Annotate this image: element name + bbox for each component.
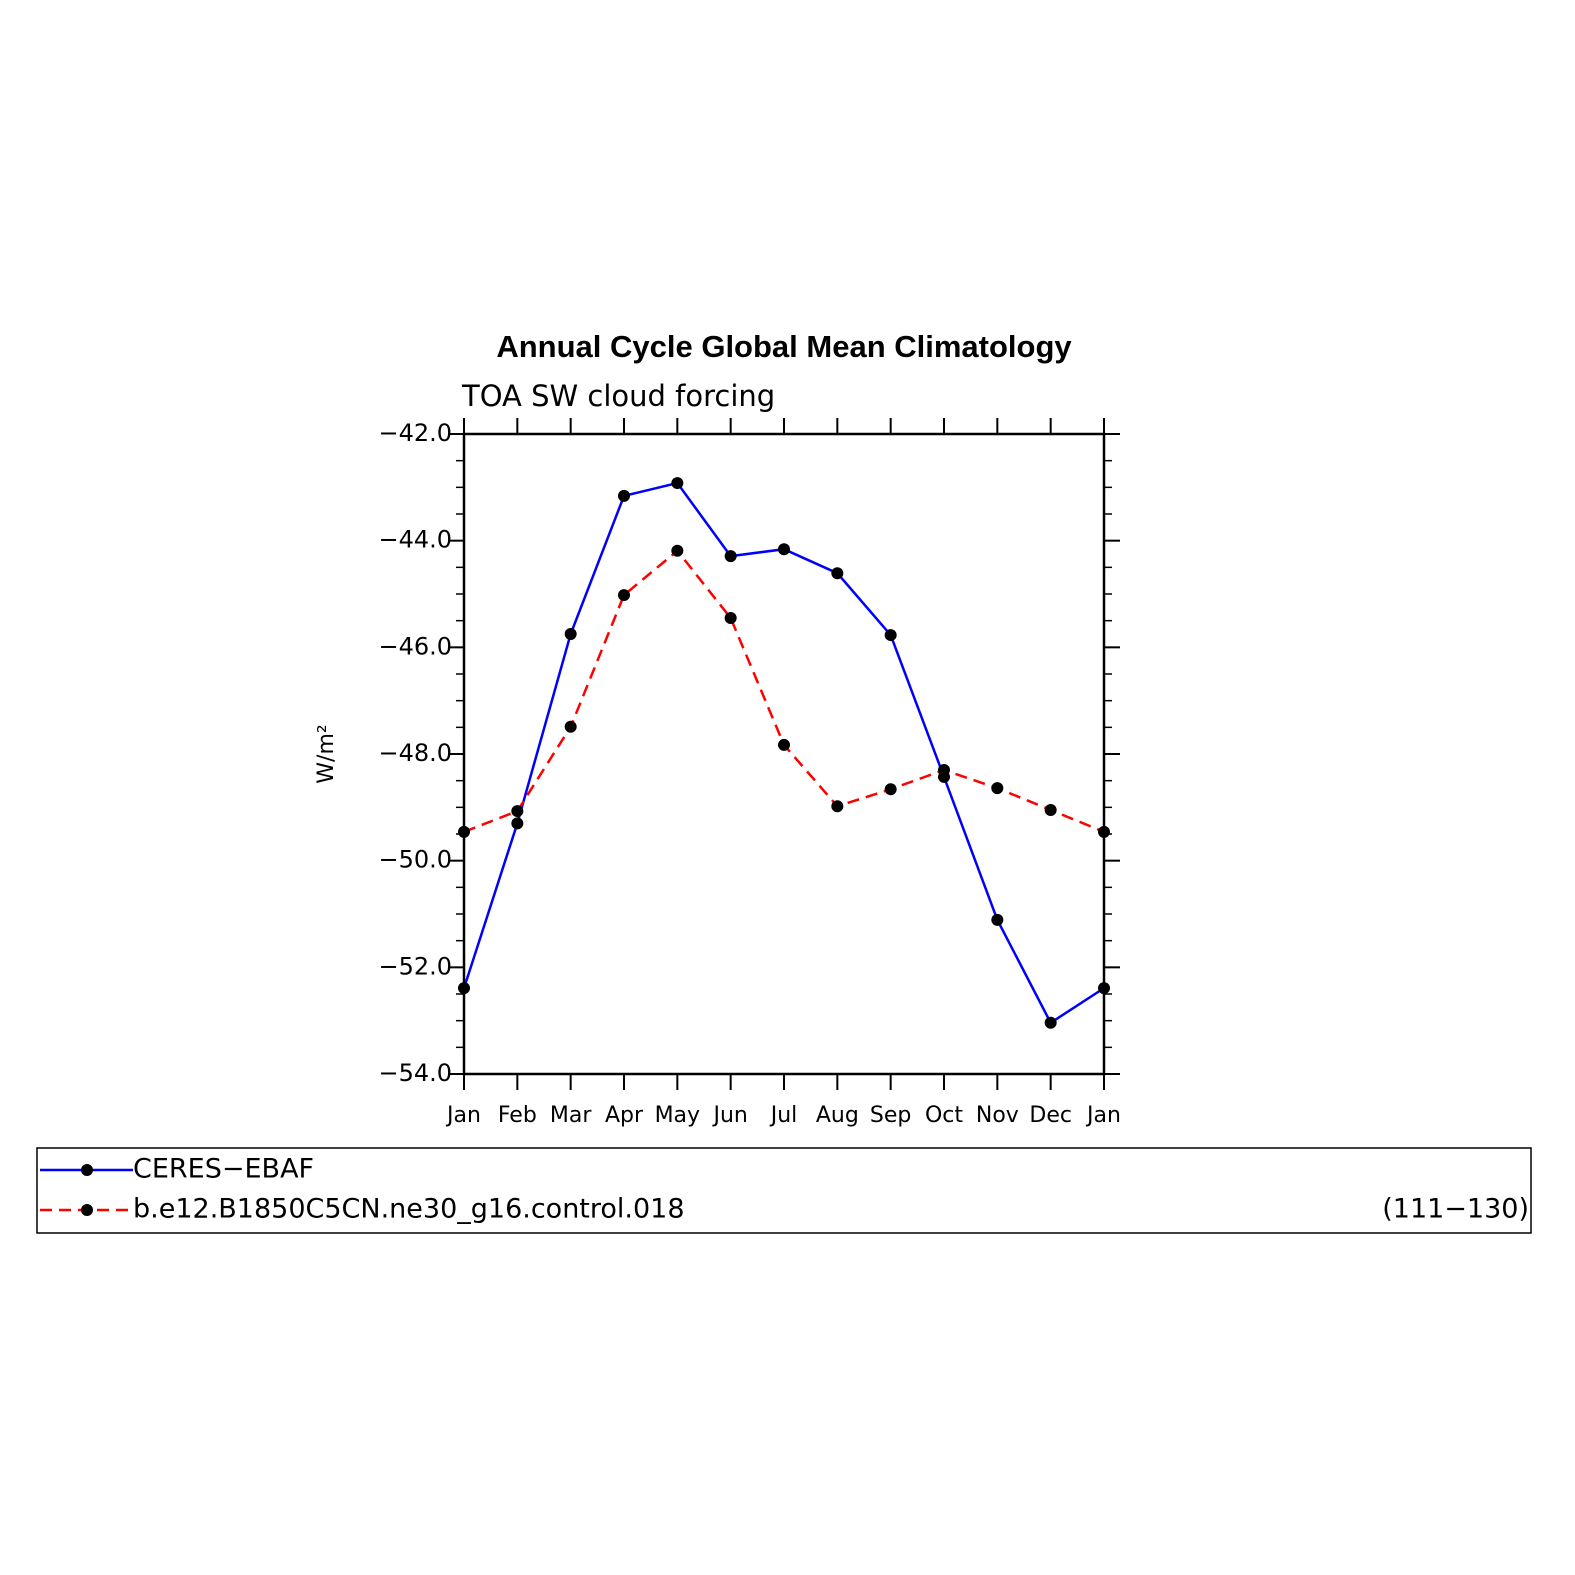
legend-annotation: (111−130) — [1382, 1194, 1529, 1225]
legend-label: CERES−EBAF — [133, 1154, 314, 1185]
point-marker — [884, 783, 897, 796]
x-tick-label: Jul — [769, 1103, 798, 1128]
point-marker — [991, 782, 1004, 795]
y-tick-label: −42.0 — [378, 419, 452, 447]
x-tick-label: Oct — [925, 1103, 963, 1128]
x-tick-label: Dec — [1029, 1103, 1072, 1128]
point-marker — [991, 913, 1004, 926]
x-tick-label: Jan — [1085, 1103, 1121, 1128]
point-marker — [724, 550, 737, 563]
point-marker — [1098, 825, 1110, 838]
point-marker — [831, 800, 844, 813]
point-marker — [724, 612, 737, 624]
point-marker — [671, 477, 684, 490]
chart-subtitle: TOA SW cloud forcing — [461, 379, 775, 413]
x-tick-label: Sep — [870, 1103, 911, 1128]
legend-label: b.e12.B1850C5CN.ne30_g16.control.018 — [133, 1194, 685, 1225]
point-marker — [458, 825, 470, 838]
x-tick-label: Feb — [498, 1103, 537, 1128]
point-marker — [618, 589, 630, 602]
point-marker — [511, 805, 524, 818]
x-tick-label: Aug — [816, 1103, 859, 1128]
y-tick-label: −50.0 — [378, 846, 452, 874]
y-tick-label: −52.0 — [378, 952, 452, 980]
x-tick-label: Nov — [976, 1103, 1019, 1128]
chart-title: Annual Cycle Global Mean Climatology — [496, 329, 1072, 364]
point-marker — [831, 567, 844, 580]
legend-box — [36, 1147, 1532, 1234]
legend-marker — [81, 1204, 93, 1216]
x-tick-label: Apr — [605, 1103, 644, 1128]
x-tick-label: May — [655, 1103, 700, 1128]
y-tick-label: −44.0 — [378, 526, 452, 554]
x-tick-label: Jun — [711, 1103, 747, 1128]
point-marker — [1098, 982, 1110, 995]
legend-marker — [81, 1164, 93, 1176]
point-marker — [564, 628, 577, 640]
plot-frame — [462, 432, 1106, 1076]
point-marker — [778, 738, 790, 751]
point-marker — [778, 543, 790, 556]
point-marker — [511, 817, 524, 830]
point-marker — [1044, 1016, 1057, 1029]
y-tick-label: −46.0 — [378, 632, 452, 660]
y-axis-label: W/m² — [314, 724, 339, 783]
series-line — [463, 549, 1105, 834]
point-marker — [458, 982, 470, 995]
x-tick-label: Mar — [550, 1103, 592, 1128]
y-tick-label: −54.0 — [378, 1059, 452, 1087]
series-line — [462, 481, 1105, 1025]
point-marker — [671, 544, 684, 557]
x-tick-label: Jan — [445, 1103, 481, 1128]
point-marker — [564, 720, 577, 733]
point-marker — [938, 764, 950, 776]
point-marker — [1044, 804, 1057, 816]
y-tick-label: −48.0 — [378, 739, 452, 767]
point-marker — [884, 629, 897, 642]
point-marker — [618, 489, 630, 502]
